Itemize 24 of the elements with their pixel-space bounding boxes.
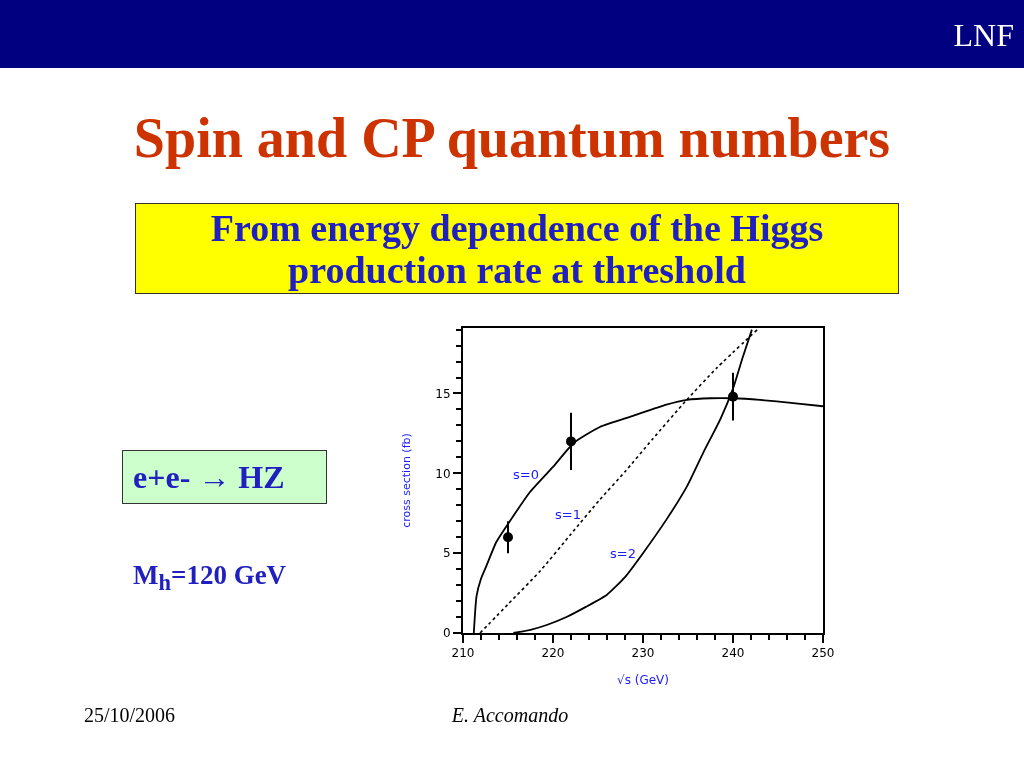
y-tick-label: 15 (435, 386, 451, 401)
text: E. Accomando (450, 704, 570, 727)
text: e+e- → HZ (122, 450, 327, 504)
series-label: s=2 (610, 546, 636, 561)
x-tick-label: 220 (541, 646, 565, 661)
series-label: s=1 (555, 507, 581, 522)
x-tick-label: 230 (631, 646, 655, 661)
point (728, 391, 738, 402)
text: M$_{h}$=120 GeV (133, 560, 287, 597)
y-tick-label: 10 (435, 466, 451, 481)
chart-title: Spin and CP quantum numbers (132, 106, 892, 170)
text: LNF (953, 16, 1014, 54)
y-tick-label: 0 (442, 626, 451, 641)
y-tick-label: 5 (442, 546, 451, 561)
point (503, 532, 513, 543)
x-tick-label: 210 (451, 646, 475, 661)
series-label: s=0 (513, 467, 539, 482)
x-axis-title: √s (GeV) (617, 672, 669, 687)
chart-subtitle: From energy dependence of the Higgs production rate at threshold (209, 206, 825, 291)
x-tick-label: 250 (811, 646, 835, 661)
y-axis-title: cross section (fb) (400, 433, 414, 528)
text: 25/10/2006 (84, 704, 176, 727)
point (566, 436, 576, 447)
x-tick-label: 240 (721, 646, 745, 661)
